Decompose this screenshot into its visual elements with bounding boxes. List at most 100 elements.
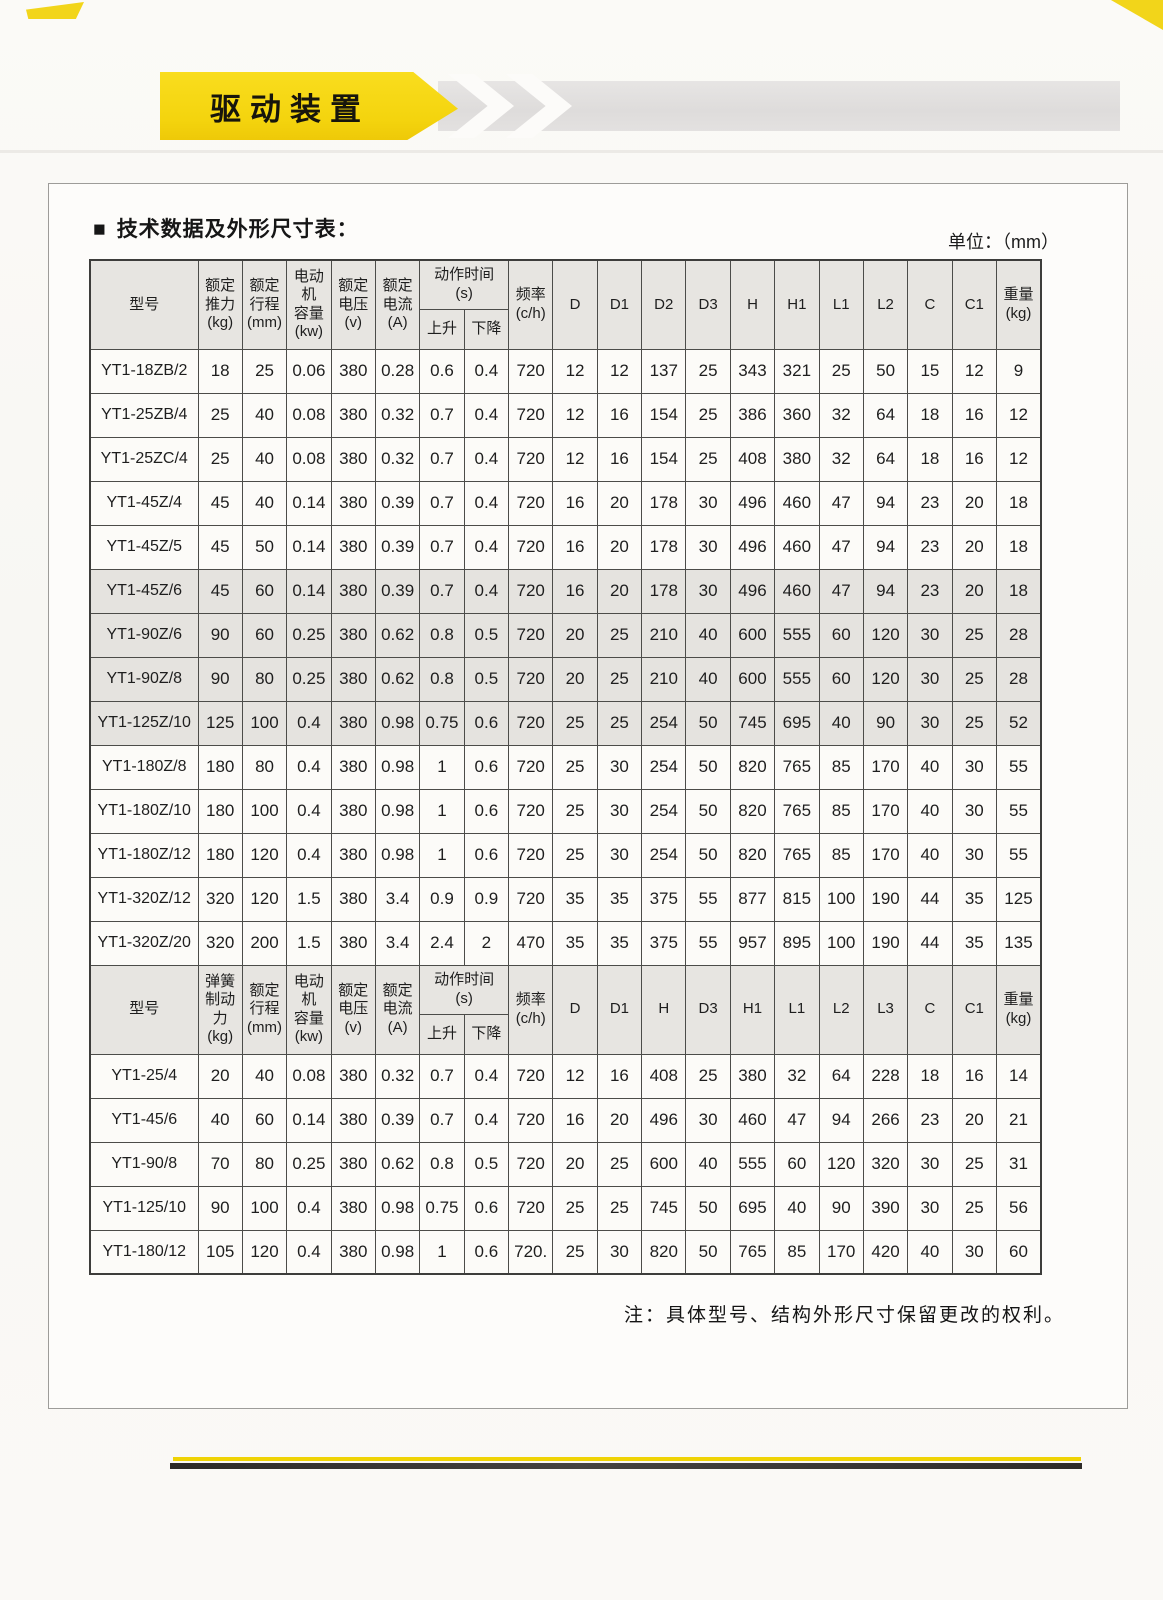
table-row: YT1-25/4 20 40 0.08 380 0.32 0.7 0.4 720 12 16 408 2… [89,1053,1042,1099]
value-cell: 745 [729,700,776,746]
weight-header: 重量 (kg) [995,964,1042,1055]
value-cell: 40 [907,788,953,834]
value-cell: 40 [818,700,864,746]
value-cell: 18 [995,480,1042,526]
model-cell: YT1-180Z/10 [89,788,199,834]
value-cell: 820 [729,744,776,790]
value-cell: 720 [508,1097,554,1143]
model-cell: YT1-25ZC/4 [89,436,199,482]
value-cell: 0.4 [463,392,510,438]
value-cell: 25 [951,1185,997,1231]
value-cell: 31 [995,1141,1042,1187]
value-cell: 0.4 [463,1097,510,1143]
value-cell: 380 [330,656,376,702]
value-cell: 720. [508,1229,554,1275]
value-cell: 380 [330,568,376,614]
value-cell: 0.4 [286,788,332,834]
table-row: YT1-25ZC/4 25 40 0.08 380 0.32 0.7 0.4 720 12 16 15… [89,436,1042,482]
value-cell: 496 [641,1097,687,1143]
value-cell: 25 [685,436,731,482]
fall-header: 下降 [463,1013,510,1055]
value-cell: 18 [907,1053,953,1099]
dimension-header: D [552,259,598,350]
model-cell: YT1-90Z/6 [89,612,199,658]
value-cell: 496 [729,480,776,526]
value-cell: 180 [197,788,243,834]
dimension-header: D [552,964,598,1055]
action-time-header: 动作时间 (s) [419,964,510,1015]
dimension-header: H1 [729,964,776,1055]
value-cell: 254 [641,832,687,878]
value-cell: 0.4 [286,832,332,878]
value-cell: 720 [508,656,554,702]
frequency-header: 频率 (c/h) [508,964,554,1055]
value-cell: 137 [641,348,687,394]
value-cell: 50 [685,700,731,746]
value-cell: 390 [862,1185,909,1231]
value-cell: 745 [641,1185,687,1231]
value-cell: 380 [330,1229,376,1275]
value-cell: 380 [330,480,376,526]
value-cell: 60 [241,568,288,614]
value-cell: 60 [818,656,864,702]
dimension-header: H [729,259,776,350]
value-cell: 90 [197,612,243,658]
value-cell: 228 [862,1053,909,1099]
value-cell: 3.4 [374,876,421,922]
value-cell: 55 [995,832,1042,878]
value-cell: 720 [508,832,554,878]
square-bullet-icon: ■ [93,218,107,241]
value-cell: 178 [641,480,687,526]
value-cell: 25 [951,612,997,658]
action-time-header: 动作时间 (s) [419,259,510,310]
table-row: YT1-18ZB/2 18 25 0.06 380 0.28 0.6 0.4 720 12 12 13… [89,348,1042,394]
value-cell: 45 [197,524,243,570]
value-cell: 60 [818,612,864,658]
value-cell: 180 [197,744,243,790]
value-cell: 90 [197,656,243,702]
value-cell: 50 [685,1229,731,1275]
value-cell: 12 [596,348,643,394]
value-cell: 55 [995,788,1042,834]
value-cell: 120 [241,1229,288,1275]
value-cell: 0.9 [463,876,510,922]
value-cell: 2 [463,920,510,966]
value-cell: 25 [552,788,598,834]
value-cell: 120 [862,656,909,702]
value-cell: 120 [241,832,288,878]
value-cell: 380 [729,1053,776,1099]
value-cell: 80 [241,656,288,702]
value-cell: 25 [552,744,598,790]
weight-header: 重量 (kg) [995,259,1042,350]
value-cell: 695 [774,700,820,746]
value-cell: 25 [552,832,598,878]
dimension-header: H [641,964,687,1055]
value-cell: 100 [241,1185,288,1231]
value-cell: 0.14 [286,524,332,570]
value-cell: 25 [197,436,243,482]
value-cell: 30 [907,700,953,746]
model-cell: YT1-125Z/10 [89,700,199,746]
value-cell: 20 [596,524,643,570]
model-cell: YT1-125/10 [89,1185,199,1231]
banner-yellow-ribbon: 驱动装置 [160,72,458,140]
value-cell: 0.4 [463,568,510,614]
value-cell: 0.98 [374,1229,421,1275]
table-row: YT1-45Z/6 45 60 0.14 380 0.39 0.7 0.4 720 16 20 178… [89,568,1042,614]
value-cell: 12 [951,348,997,394]
value-cell: 0.4 [463,348,510,394]
value-cell: 50 [862,348,909,394]
value-cell: 50 [685,1185,731,1231]
model-cell: YT1-90/8 [89,1141,199,1187]
page-banner: 驱动装置 [0,72,1163,140]
value-cell: 0.6 [463,1185,510,1231]
value-cell: 16 [596,392,643,438]
value-cell: 1 [419,744,465,790]
value-cell: 40 [197,1097,243,1143]
value-cell: 178 [641,568,687,614]
value-cell: 64 [862,436,909,482]
table-row: YT1-320Z/20 320 200 1.5 380 3.4 2.4 2 470 35 35 375… [89,920,1042,966]
value-cell: 120 [241,876,288,922]
value-cell: 100 [241,788,288,834]
value-cell: 30 [596,788,643,834]
